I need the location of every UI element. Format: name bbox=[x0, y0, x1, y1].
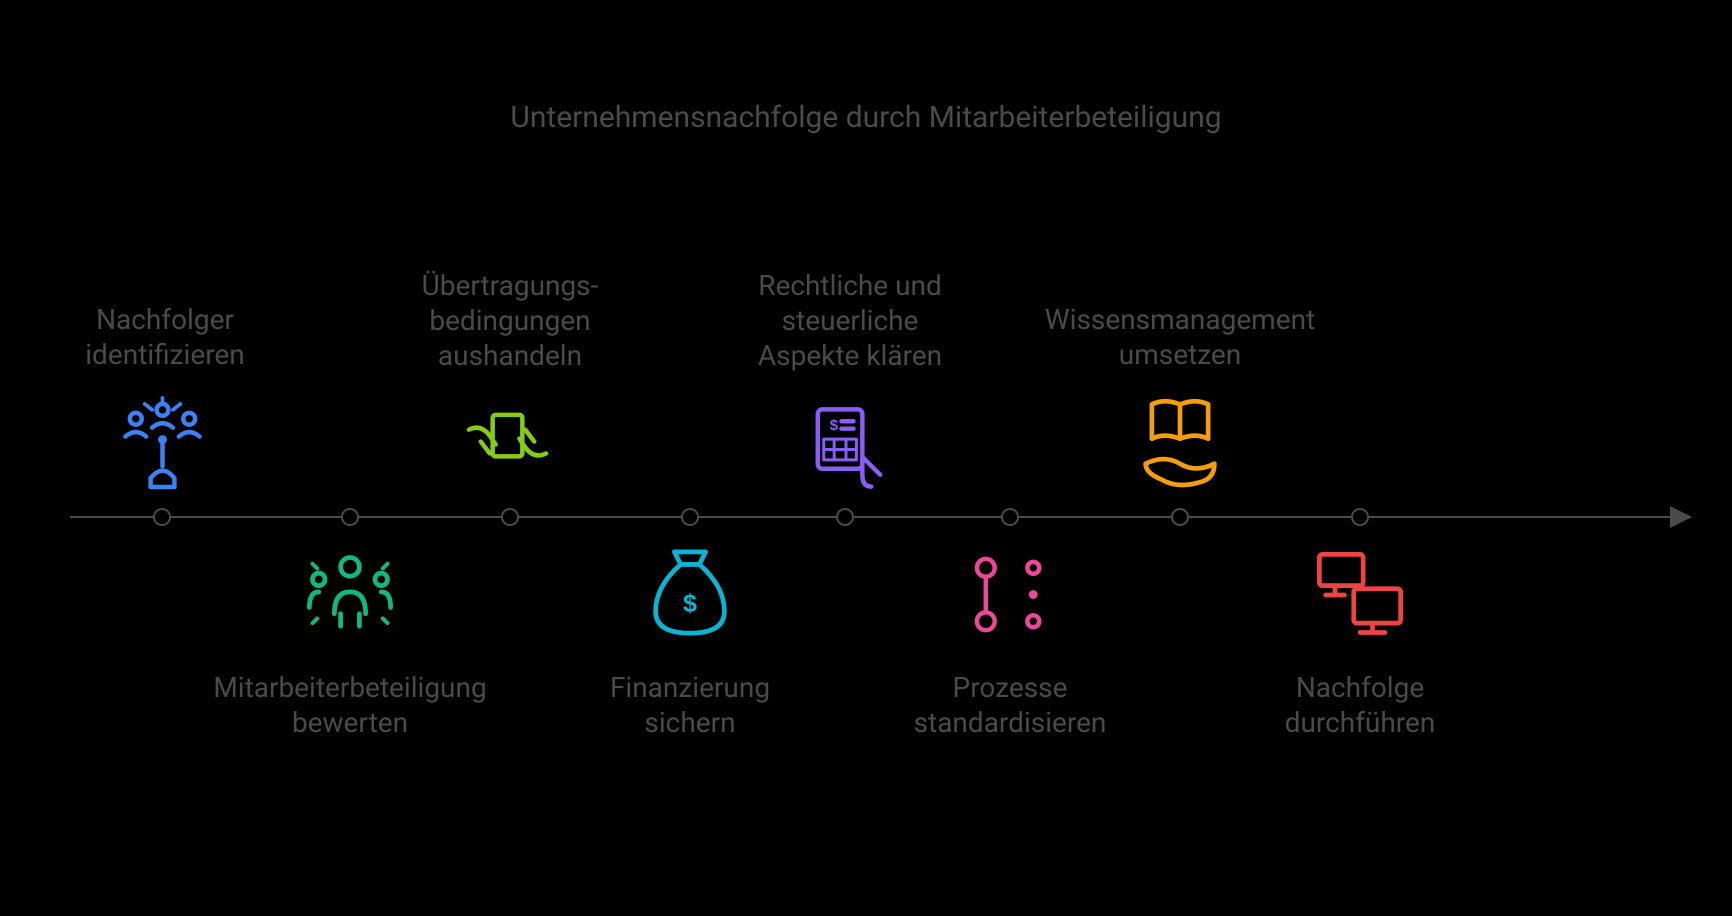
step-6-label-text: Prozessestandardisieren bbox=[914, 671, 1107, 739]
step-3-label: Übertragungs-bedingungenaushandeln bbox=[380, 268, 640, 373]
money-bag-icon: $ bbox=[640, 540, 740, 645]
timeline-node-4 bbox=[681, 508, 699, 526]
step-2-label-text: Mitarbeiterbeteiligungbewerten bbox=[213, 671, 486, 739]
svg-text:$: $ bbox=[683, 589, 697, 617]
step-8-label: Nachfolgedurchführen bbox=[1230, 670, 1490, 740]
timeline-arrow bbox=[1670, 506, 1692, 528]
step-6-label: Prozessestandardisieren bbox=[870, 670, 1150, 740]
svg-text:$: $ bbox=[830, 418, 839, 434]
step-7-label-text: Wissensmanagementumsetzen bbox=[1045, 303, 1315, 371]
step-4-label: Finanzierungsichern bbox=[560, 670, 820, 740]
timeline-node-6 bbox=[1001, 508, 1019, 526]
step-1-label-text: Nachfolgeridentifizieren bbox=[85, 303, 244, 371]
timeline-node-3 bbox=[501, 508, 519, 526]
handshake-doc-icon bbox=[460, 400, 555, 495]
step-3-label-text: Übertragungs-bedingungenaushandeln bbox=[422, 269, 599, 372]
step-4-label-text: Finanzierungsichern bbox=[610, 671, 770, 739]
step-7-label: Wissensmanagementumsetzen bbox=[1020, 302, 1340, 372]
step-8-label-text: Nachfolgedurchführen bbox=[1285, 671, 1436, 739]
step-5-label-text: Rechtliche undsteuerlicheAspekte klären bbox=[758, 269, 942, 372]
step-5-label: Rechtliche undsteuerlicheAspekte klären bbox=[720, 268, 980, 373]
team-evaluate-icon bbox=[300, 545, 400, 645]
legal-tax-icon: $ bbox=[800, 398, 895, 498]
people-select-icon bbox=[115, 395, 210, 490]
diagram-title: Unternehmensnachfolge durch Mitarbeiterb… bbox=[0, 100, 1732, 135]
timeline-node-2 bbox=[341, 508, 359, 526]
computers-transfer-icon bbox=[1310, 545, 1410, 645]
knowledge-book-icon bbox=[1130, 395, 1230, 495]
timeline-node-5 bbox=[836, 508, 854, 526]
timeline-node-8 bbox=[1351, 508, 1369, 526]
timeline-node-7 bbox=[1171, 508, 1189, 526]
step-2-label: Mitarbeiterbeteiligungbewerten bbox=[180, 670, 520, 740]
timeline-node-1 bbox=[153, 508, 171, 526]
step-1-label: Nachfolgeridentifizieren bbox=[40, 302, 290, 372]
timeline-line bbox=[70, 516, 1680, 518]
process-flow-icon bbox=[965, 550, 1060, 645]
